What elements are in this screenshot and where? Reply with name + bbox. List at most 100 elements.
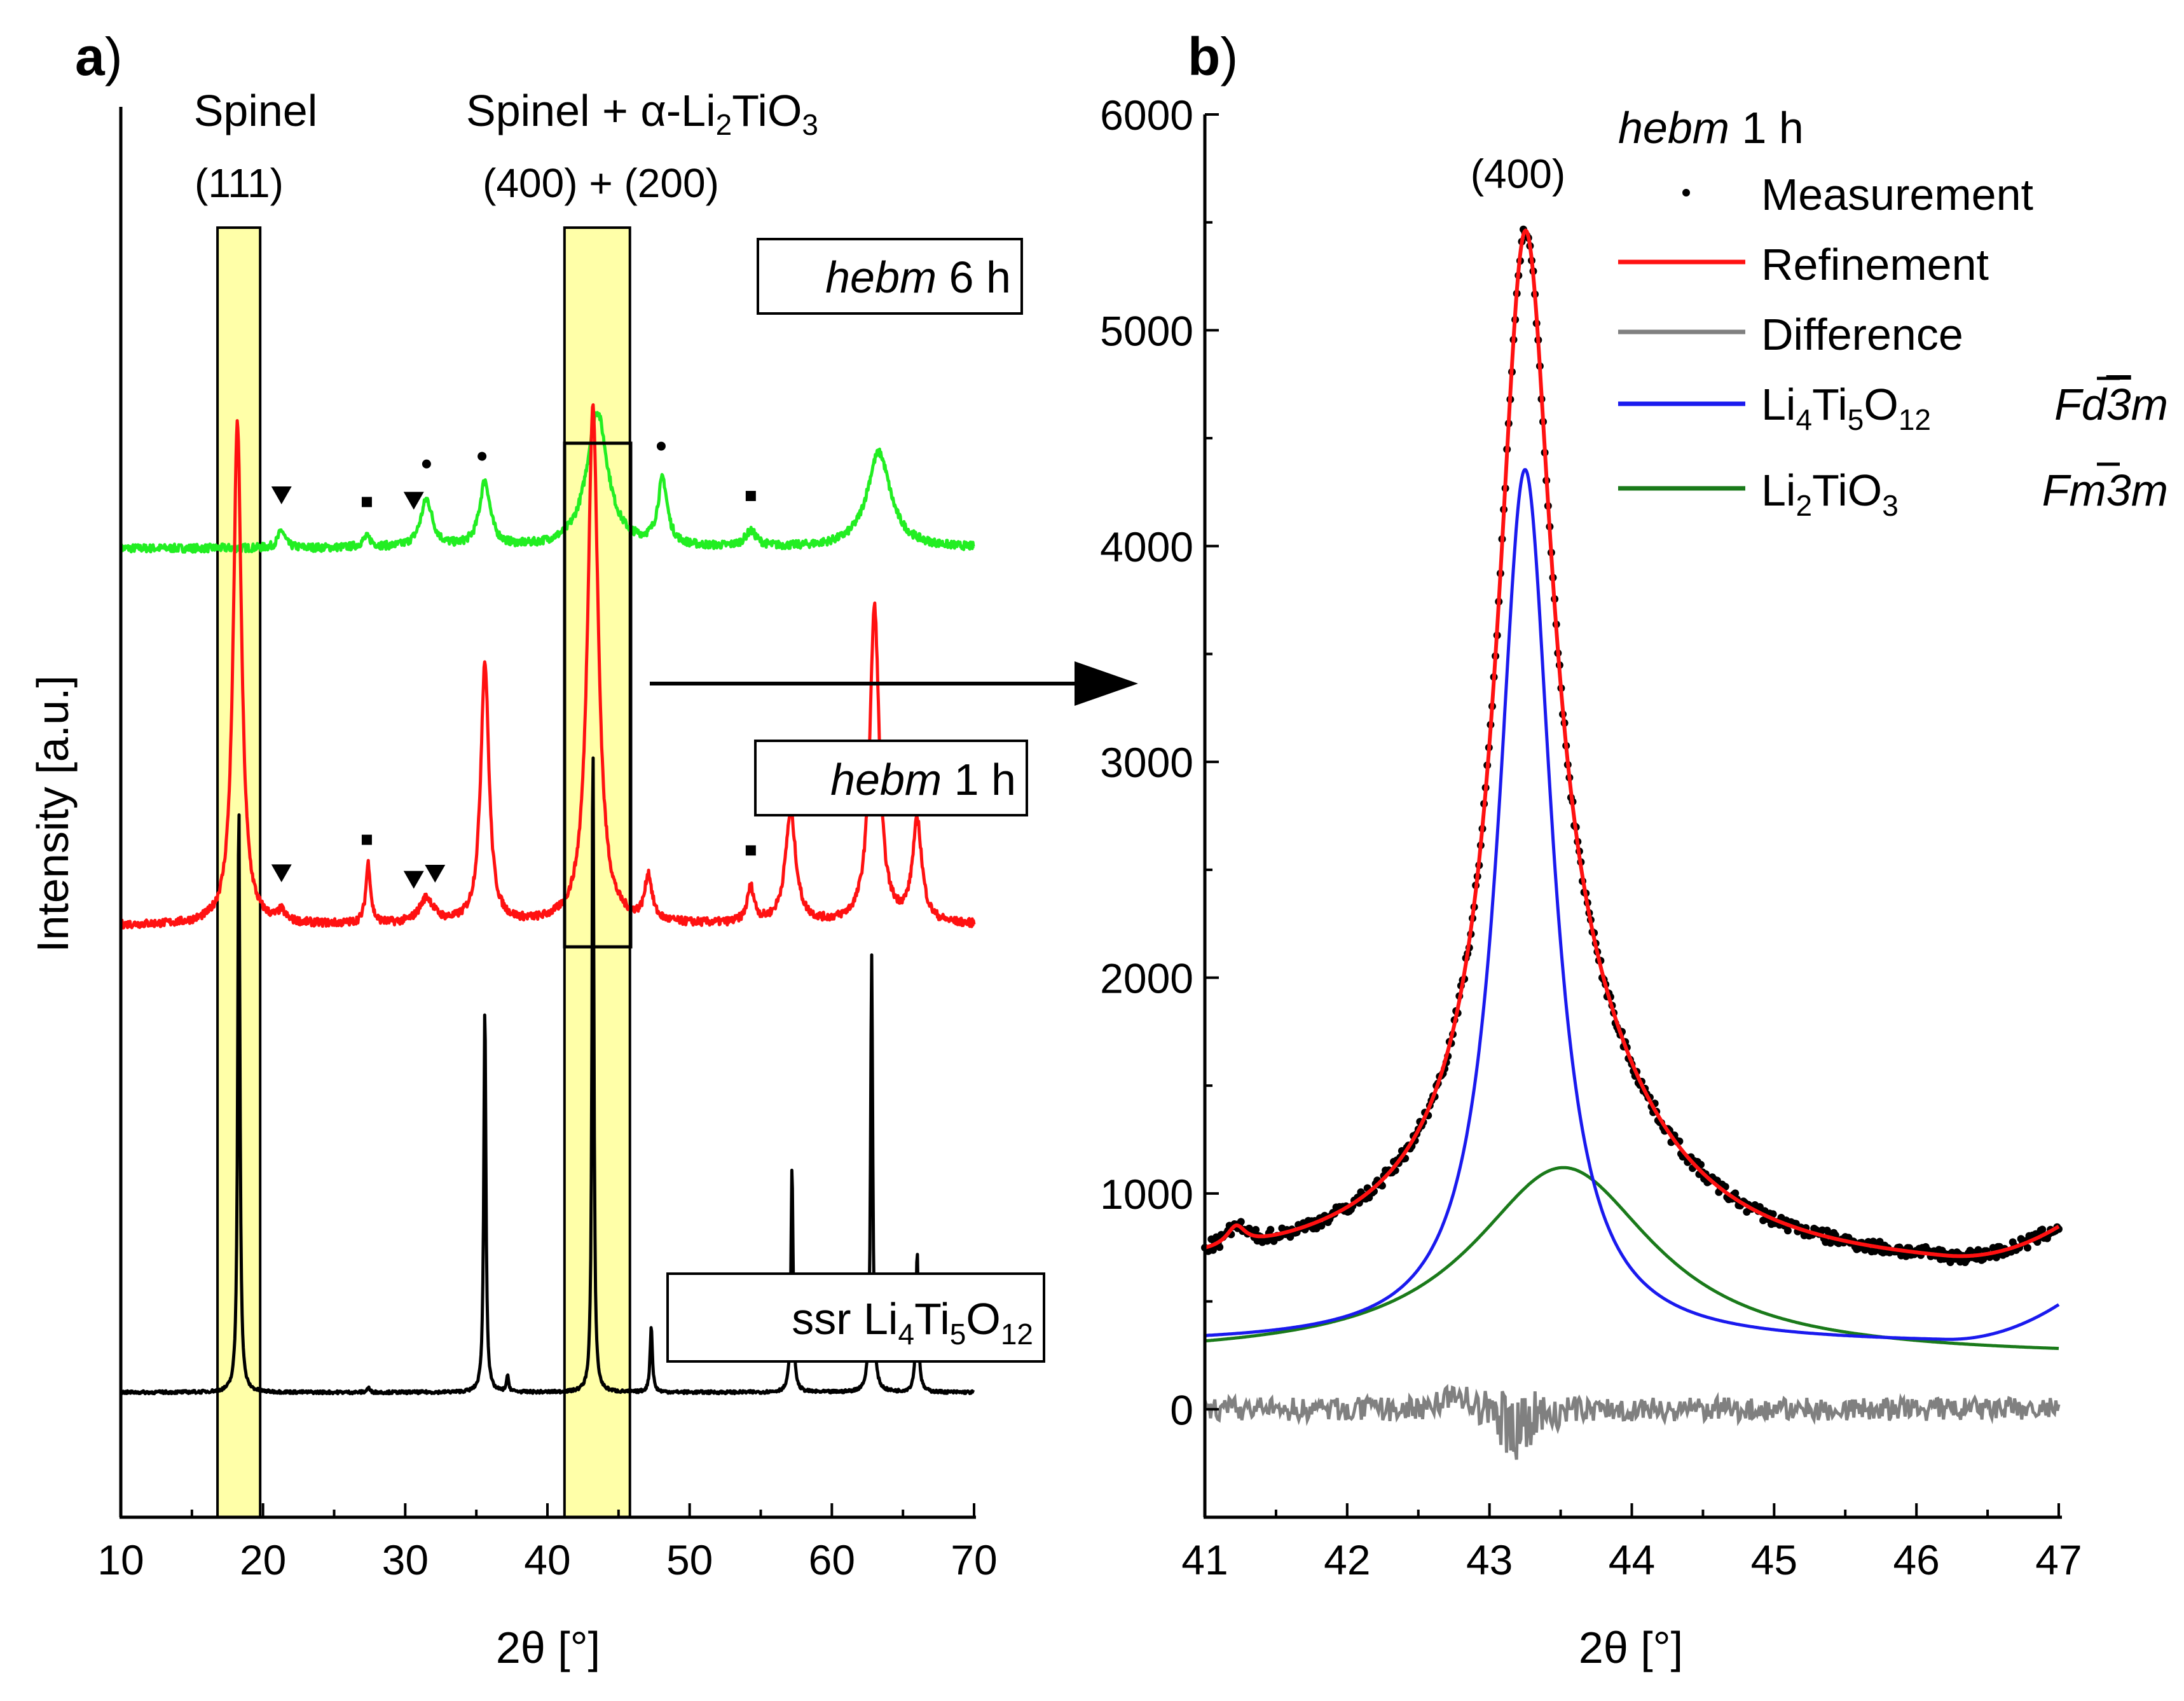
refinement-line	[1204, 228, 2060, 1258]
li2tio3-li: Li	[1761, 465, 1796, 515]
panel-a-x-ticks: 10 20 30 40 50 60 70	[97, 1503, 998, 1583]
measurement-point	[1731, 1189, 1740, 1197]
series-line-0	[119, 411, 975, 554]
measurement-point	[2038, 1225, 2047, 1234]
marker-square-8	[361, 834, 372, 845]
region-label-spinel-li2tio3: Spinel + α-Li2TiO3	[466, 86, 818, 141]
panel-a-series	[119, 403, 976, 1396]
x-tick-label-70: 70	[951, 1536, 997, 1583]
li2tio3-sg-bar: 3	[2106, 465, 2131, 515]
zoom-arrow-head	[1075, 661, 1138, 706]
phase-markers	[271, 441, 756, 889]
b-y-tick-label-6000: 6000	[1100, 92, 1193, 139]
lto-o: O	[1864, 380, 1898, 429]
series-label-ssr-o: O	[966, 1294, 1000, 1344]
x-tick-label-40: 40	[524, 1536, 570, 1583]
series-label-hebm-6h-italic: hebm	[825, 252, 937, 302]
marker-circle-3	[422, 459, 431, 469]
li2tio3-sub2: 2	[1796, 489, 1812, 522]
measurement-point	[1974, 1246, 1982, 1254]
legend: hebm 1 h Measurement Refinement Differen…	[1618, 103, 2168, 522]
legend-label-difference: Difference	[1761, 310, 1963, 359]
region-label-spinel: Spinel	[194, 86, 318, 135]
marker-circle-5	[656, 441, 666, 451]
panel-b-x-ticks: 41 42 43 44 45 46 47	[1181, 1503, 2082, 1583]
label-box-hebm-1h	[754, 740, 1028, 816]
panel-b-y-ticks: 0 1000 2000 3000 4000 5000 6000	[1100, 92, 1219, 1519]
measurement-point	[1267, 1225, 1275, 1234]
series-label-ssr-sub5: 5	[950, 1318, 966, 1351]
measurement-points	[1201, 225, 2063, 1267]
legend-label-lto: Li4Ti5O12	[1761, 380, 1931, 436]
legend-title-italic: hebm	[1618, 103, 1729, 153]
b-x-tick-label-43: 43	[1466, 1536, 1513, 1583]
series-line-2	[119, 756, 975, 1396]
marker-square-1	[361, 497, 372, 507]
measurement-point	[1209, 1246, 1217, 1254]
b-x-tick-label-46: 46	[1893, 1536, 1939, 1583]
region-label-sub2: 2	[716, 108, 732, 141]
b-x-tick-label-41: 41	[1181, 1536, 1228, 1583]
legend-label-li2tio3: Li2TiO3	[1761, 465, 1899, 522]
region-label-prefix: Spinel +	[466, 86, 640, 135]
legend-label-measurement: Measurement	[1761, 170, 2033, 219]
b-y-tick-label-0: 0	[1170, 1386, 1193, 1433]
panel-b-letter-char: b	[1188, 27, 1220, 86]
marker-triangle-7	[271, 864, 292, 883]
label-box-ssr	[666, 1272, 1045, 1363]
legend-spacegroup-lto: Fd3m	[2054, 380, 2168, 429]
region-label-tio: TiO	[732, 86, 802, 135]
measurement-point	[2023, 1244, 2031, 1252]
region-label-400-200: (400) + (200)	[483, 160, 719, 206]
region-label-sub3: 3	[802, 108, 818, 141]
b-x-tick-label-44: 44	[1609, 1536, 1655, 1583]
b-y-tick-label-4000: 4000	[1100, 523, 1193, 570]
panel-a-x-label: 2θ [°]	[496, 1623, 600, 1672]
lto-sg-post: m	[2131, 380, 2168, 429]
measurement-point	[1783, 1227, 1792, 1235]
series-label-ssr-ti: Ti	[914, 1294, 950, 1344]
x-tick-label-20: 20	[240, 1536, 286, 1583]
lto-sub12: 12	[1899, 403, 1931, 436]
x-tick-label-10: 10	[97, 1536, 144, 1583]
panel-a-letter-char: a	[75, 27, 106, 86]
series-label-ssr-sub12: 12	[1001, 1318, 1033, 1351]
li2tio3-tio: TiO	[1812, 465, 1882, 515]
region-label-li: -Li	[666, 86, 716, 135]
series-label-hebm-6h-rest: 6 h	[937, 252, 1011, 302]
b-y-tick-label-1000: 1000	[1100, 1171, 1193, 1218]
series-label-ssr: ssr Li4Ti5O12	[792, 1294, 1033, 1351]
b-y-tick-label-3000: 3000	[1100, 739, 1193, 786]
series-label-hebm-1h-italic: hebm	[830, 755, 942, 804]
region-label-alpha: α	[640, 86, 666, 135]
b-x-tick-label-47: 47	[2035, 1536, 2082, 1583]
series-label-ssr-sub4: 4	[898, 1318, 914, 1351]
series-label-hebm-1h-rest: 1 h	[942, 755, 1016, 804]
li2tio3-sg-post: m	[2131, 465, 2168, 515]
difference-line	[1203, 1384, 2061, 1460]
li2tio3-sg-pre: Fm	[2042, 465, 2106, 515]
li2tio3-sub3: 3	[1882, 489, 1899, 522]
measurement-point	[1237, 1218, 1245, 1226]
label-box-hebm-6h	[757, 238, 1023, 315]
panel-b-letter: b)	[1188, 27, 1238, 86]
lto-ti: Ti	[1812, 380, 1848, 429]
panel-b-series	[1201, 225, 2063, 1460]
panel-b: 41 42 43 44 45 46 47 0100020003000400050006000…	[1100, 27, 2168, 1672]
x-tick-label-60: 60	[809, 1536, 855, 1583]
measurement-point	[1252, 1225, 1260, 1234]
x-tick-label-50: 50	[666, 1536, 713, 1583]
series-label-hebm-1h: hebm 1 h	[830, 755, 1016, 804]
panel-a-letter-paren: )	[105, 27, 123, 86]
lto-sg-bar: 3	[2106, 380, 2131, 429]
b-x-tick-label-42: 42	[1324, 1536, 1370, 1583]
lto-sub5: 5	[1848, 403, 1864, 436]
panel-a-letter: a)	[75, 27, 123, 86]
marker-triangle-9	[403, 871, 424, 889]
measurement-point	[1317, 1222, 1326, 1230]
panel-a-y-label: Intensity [a.u.]	[28, 675, 78, 953]
zoom-box	[563, 441, 633, 949]
b-y-tick-label-5000: 5000	[1100, 307, 1193, 354]
b-x-tick-label-45: 45	[1751, 1536, 1797, 1583]
